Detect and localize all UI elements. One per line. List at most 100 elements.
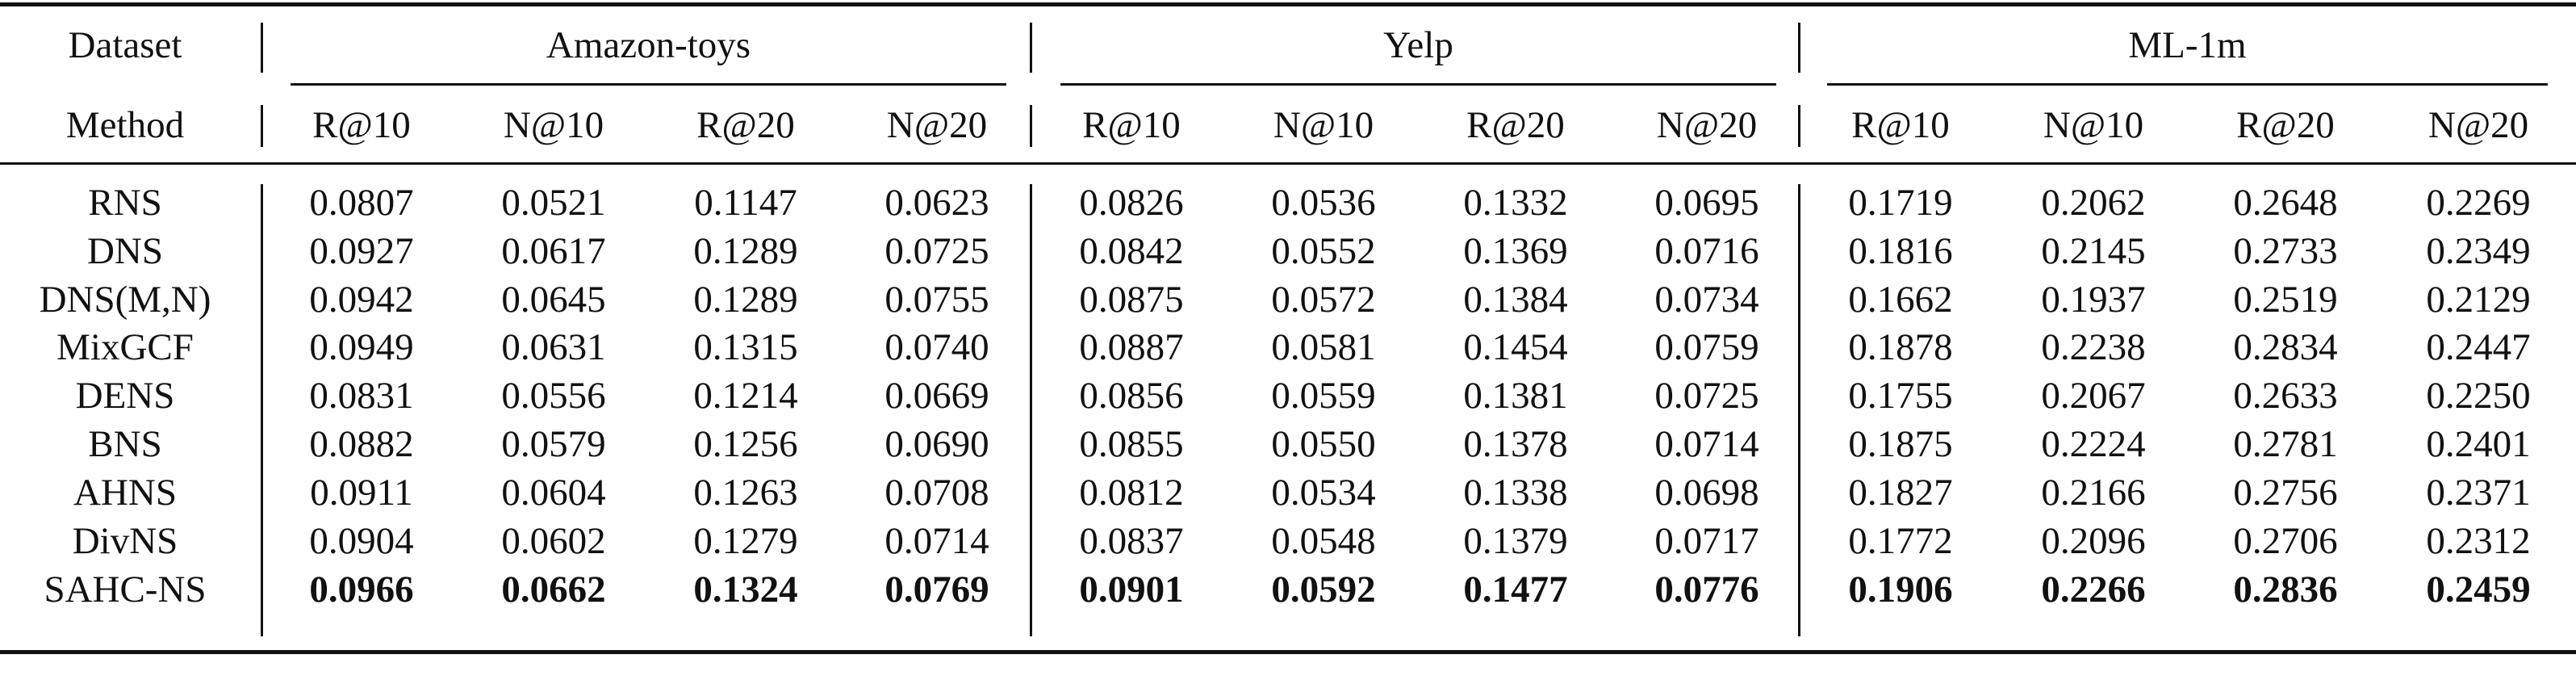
metric-value: 0.0536 [1271,182,1376,224]
metric-header: N@10 [2043,104,2144,146]
metric-value: 0.0826 [1079,182,1184,224]
method-name: BNS [88,423,162,465]
metric-value: 0.0966 [309,569,414,611]
metric-value: 0.1755 [1848,375,1953,417]
separator-method [261,184,263,636]
header-rule [0,162,2576,165]
dataset-header: Dataset [68,24,182,66]
group-underline-ml1m [1827,83,2548,86]
metric-value: 0.0807 [309,182,414,224]
separator-amazon-yelp [1030,105,1032,147]
metric-value: 0.2519 [2233,279,2338,321]
dataset-name-amazon: Amazon-toys [546,24,751,66]
separator-method [261,105,263,147]
method-name: SAHC-NS [44,569,207,611]
method-name: AHNS [73,472,177,514]
metric-value: 0.1214 [693,375,798,417]
metric-value: 0.2266 [2041,569,2146,611]
metric-value: 0.2166 [2041,472,2146,514]
metric-value: 0.0927 [309,230,414,272]
metric-value: 0.1772 [1848,520,1953,562]
metric-value: 0.2224 [2041,423,2146,465]
metric-header: N@10 [1273,104,1374,146]
metric-value: 0.2250 [2426,375,2531,417]
metric-value: 0.1369 [1463,230,1568,272]
metric-value: 0.0714 [1654,423,1759,465]
metric-value: 0.0548 [1271,520,1376,562]
metric-value: 0.2836 [2233,569,2338,611]
metric-value: 0.0623 [884,182,989,224]
metric-value: 0.0645 [501,279,606,321]
metric-value: 0.1477 [1463,569,1568,611]
metric-value: 0.2067 [2041,375,2146,417]
metric-value: 0.1263 [693,472,798,514]
metric-value: 0.1279 [693,520,798,562]
metric-value: 0.0856 [1079,375,1184,417]
metric-value: 0.0662 [501,569,606,611]
separator-amazon-yelp [1030,23,1032,73]
method-name: DivNS [72,520,178,562]
top-rule [0,2,2576,6]
metric-value: 0.1662 [1848,279,1953,321]
metric-value: 0.1719 [1848,182,1953,224]
metric-value: 0.0716 [1654,230,1759,272]
metric-value: 0.0725 [884,230,989,272]
metric-value: 0.0887 [1079,326,1184,368]
metric-value: 0.2733 [2233,230,2338,272]
metric-value: 0.0592 [1271,569,1376,611]
metric-value: 0.2459 [2426,569,2531,611]
separator-amazon-yelp [1030,184,1032,636]
method-header: Method [65,104,185,146]
metric-value: 0.2349 [2426,230,2531,272]
metric-value: 0.0602 [501,520,606,562]
metric-header: N@20 [1656,104,1758,146]
metric-value: 0.2312 [2426,520,2531,562]
metric-value: 0.0734 [1654,279,1759,321]
metric-value: 0.0669 [884,375,989,417]
metric-value: 0.1338 [1463,472,1568,514]
metric-value: 0.2834 [2233,326,2338,368]
separator-yelp-ml1m [1798,105,1800,147]
method-name: MixGCF [56,326,194,368]
metric-value: 0.2447 [2426,326,2531,368]
method-name: DNS(M,N) [39,279,211,321]
metric-value: 0.0755 [884,279,989,321]
metric-value: 0.0617 [501,230,606,272]
metric-value: 0.0581 [1271,326,1376,368]
dataset-name-ml1m: ML-1m [2128,24,2247,66]
metric-value: 0.1147 [694,182,797,224]
metric-value: 0.1875 [1848,423,1953,465]
method-name: RNS [88,182,162,224]
metric-value: 0.2648 [2233,182,2338,224]
metric-value: 0.0725 [1654,375,1759,417]
metric-value: 0.0698 [1654,472,1759,514]
metric-value: 0.2756 [2233,472,2338,514]
metric-value: 0.2096 [2041,520,2146,562]
metric-value: 0.1816 [1848,230,1953,272]
metric-value: 0.0837 [1079,520,1184,562]
metric-value: 0.0521 [501,182,606,224]
metric-value: 0.2706 [2233,520,2338,562]
metric-value: 0.2238 [2041,326,2146,368]
metric-value: 0.1384 [1463,279,1568,321]
method-name: DENS [75,375,175,417]
metric-value: 0.2129 [2426,279,2531,321]
metric-header: R@20 [696,104,795,146]
metric-value: 0.0812 [1079,472,1184,514]
metric-value: 0.0740 [884,326,989,368]
metric-value: 0.0911 [310,472,413,514]
metric-header: N@10 [503,104,604,146]
metric-value: 0.1878 [1848,326,1953,368]
metric-value: 0.1289 [693,279,798,321]
metric-value: 0.0572 [1271,279,1376,321]
metric-value: 0.1827 [1848,472,1953,514]
metric-value: 0.0904 [309,520,414,562]
metric-value: 0.1378 [1463,423,1568,465]
metric-value: 0.0695 [1654,182,1759,224]
dataset-name-yelp: Yelp [1383,24,1453,66]
metric-value: 0.0714 [884,520,989,562]
metric-value: 0.0550 [1271,423,1376,465]
metric-value: 0.2371 [2426,472,2531,514]
metric-value: 0.2269 [2426,182,2531,224]
group-underline-yelp [1060,83,1776,86]
